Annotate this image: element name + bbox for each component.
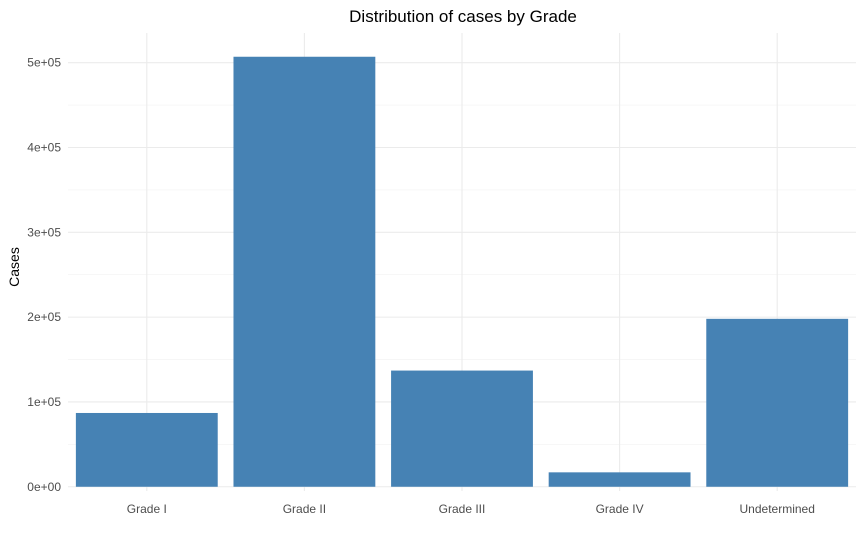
chart-title: Distribution of cases by Grade — [349, 7, 577, 26]
x-tick-label: Grade IV — [596, 502, 644, 516]
y-tick-label: 4e+05 — [27, 141, 61, 155]
bar-grade-iv — [548, 472, 691, 487]
bar-grade-ii — [233, 56, 376, 487]
x-tick-label: Grade III — [439, 502, 486, 516]
x-tick-label: Grade I — [127, 502, 167, 516]
y-tick-label: 0e+00 — [27, 480, 61, 494]
y-axis-label: Cases — [6, 247, 22, 287]
bars — [75, 56, 849, 487]
bar-undetermined — [706, 318, 849, 487]
y-tick-label: 5e+05 — [27, 56, 61, 70]
x-tick-label: Undetermined — [740, 502, 815, 516]
y-tick-label: 3e+05 — [27, 225, 61, 239]
x-axis-ticks: Grade I Grade II Grade III Grade IV Undeterm… — [127, 502, 815, 516]
y-tick-label: 2e+05 — [27, 310, 61, 324]
x-tick-label: Grade II — [283, 502, 326, 516]
y-axis-ticks: 0e+00 1e+05 2e+05 3e+05 4e+05 5e+05 — [27, 56, 61, 494]
y-tick-label: 1e+05 — [27, 395, 61, 409]
bar-grade-iii — [391, 370, 533, 487]
bar-grade-i — [75, 412, 218, 487]
